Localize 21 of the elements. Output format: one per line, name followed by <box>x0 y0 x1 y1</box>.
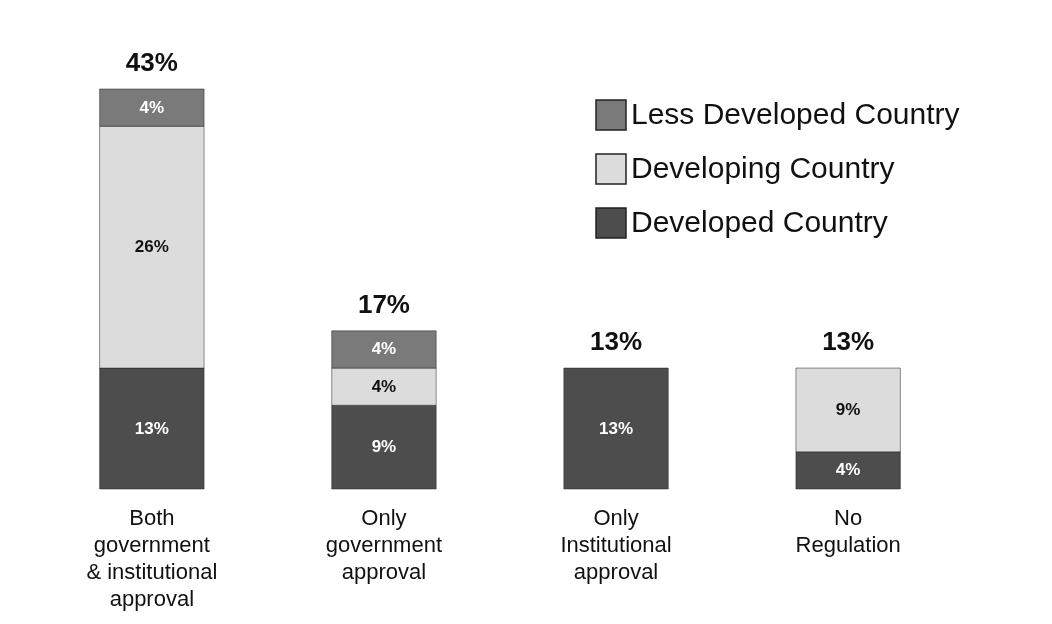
data-label: 13% <box>134 418 169 438</box>
data-label: 26% <box>134 237 169 257</box>
x-tick-label: Only Institutional approval <box>560 504 672 584</box>
x-tick-label: No Regulation <box>795 504 901 557</box>
x-tick-label: Both government & institutional approval <box>86 504 218 611</box>
x-tick-label: Only government approval <box>325 504 443 584</box>
total-label: 43% <box>125 47 178 77</box>
data-label: 4% <box>371 339 397 359</box>
total-label: 13% <box>822 326 875 357</box>
data-label: 9% <box>835 399 861 419</box>
data-label: 4% <box>371 376 397 396</box>
legend-label: Less Developed Country <box>631 97 960 130</box>
data-label: 4% <box>139 97 165 117</box>
data-label: 4% <box>835 460 861 480</box>
total-label: 13% <box>590 326 643 357</box>
data-label: 13% <box>599 418 634 438</box>
legend-label: Developed Country <box>631 205 888 238</box>
total-label: 17% <box>357 288 410 319</box>
bar <box>563 367 669 490</box>
data-label: 9% <box>371 437 397 457</box>
legend-label: Developing Country <box>631 151 895 184</box>
